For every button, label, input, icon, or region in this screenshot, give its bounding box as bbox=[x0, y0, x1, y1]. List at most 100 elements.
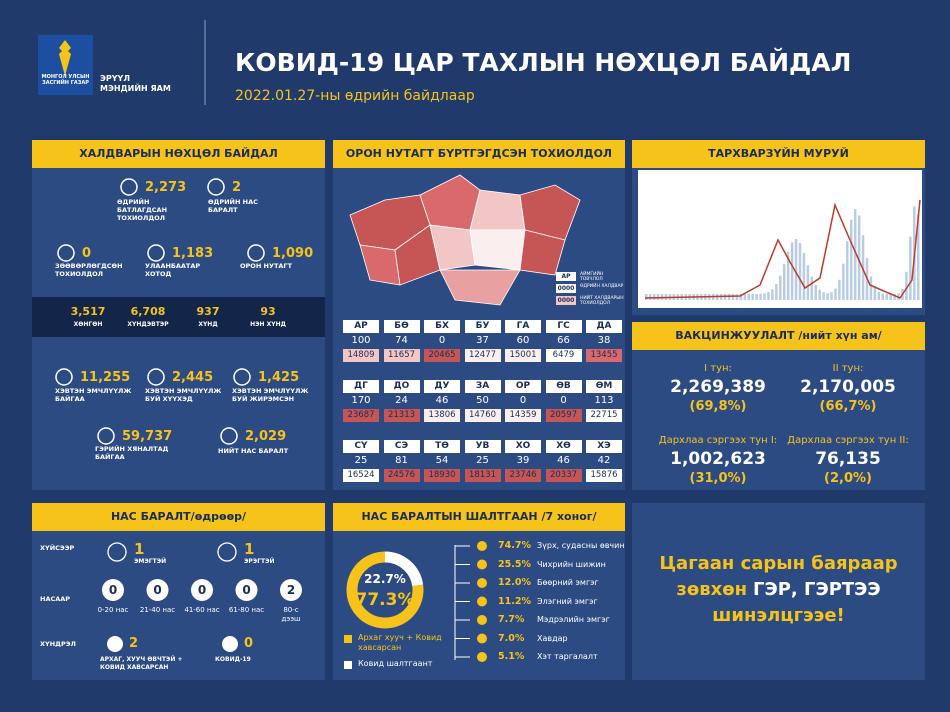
legend-label: ӨДРИЙН ХАЛДВАР bbox=[580, 284, 624, 289]
condition-share: 7.0% bbox=[498, 632, 525, 644]
curve-bar bbox=[739, 293, 743, 300]
message-line: Цагаан сарын баяраар bbox=[632, 553, 925, 574]
donut-label: 77.3% bbox=[355, 590, 415, 610]
region-total: 23746 bbox=[505, 469, 541, 482]
sex-label: ЭМЭГТЭЙ bbox=[134, 558, 167, 565]
curve-bar bbox=[909, 236, 912, 300]
region-daily: 39 bbox=[516, 455, 530, 466]
region-total: 20337 bbox=[545, 469, 582, 482]
curve-bar bbox=[873, 286, 877, 300]
region-code: ГС bbox=[545, 320, 582, 333]
region-total: 13455 bbox=[586, 349, 622, 362]
curve-bar bbox=[849, 219, 853, 300]
region-code: ӨВ bbox=[545, 380, 582, 393]
curve-line bbox=[644, 199, 921, 299]
dose-share: (66,7%) bbox=[819, 399, 877, 414]
region-daily: 66 bbox=[557, 335, 570, 346]
condition-name: Мэдрэлийн эмгэг bbox=[537, 615, 610, 624]
legend-swatch bbox=[344, 661, 352, 669]
region-total: 14359 bbox=[505, 409, 541, 422]
dose-label: Дархлаа сэргээх тун I: bbox=[658, 435, 778, 446]
region-daily: 113 bbox=[594, 395, 614, 406]
map-region bbox=[519, 229, 566, 276]
curve-bar bbox=[794, 239, 798, 300]
legend-label: АЙМГИЙН ТОВЧЛОЛ bbox=[580, 272, 604, 282]
region-code: ДГ bbox=[343, 380, 379, 393]
title: КОВИД-19 ЦАР ТАХЛЫН НӨХЦӨЛ БАЙДАЛ bbox=[235, 48, 852, 77]
region-total: 15876 bbox=[586, 469, 622, 482]
condition-name: Зүрх, судасны өвчин bbox=[537, 541, 625, 550]
severity-label: ХӨНГӨН bbox=[73, 321, 103, 328]
curve-bar bbox=[917, 214, 920, 300]
stat-value: 2 bbox=[232, 180, 242, 195]
curve-bar bbox=[775, 284, 778, 300]
curve-bar bbox=[763, 293, 766, 300]
curve-bar bbox=[853, 209, 857, 300]
stat-icon bbox=[57, 244, 75, 262]
person-icon bbox=[217, 542, 237, 562]
message-line: зөвхөн ГЭР, ГЭРТЭЭ bbox=[632, 579, 925, 600]
age-label: 41-60 нас bbox=[184, 606, 220, 614]
stat-icon bbox=[233, 368, 251, 386]
region-daily: 24 bbox=[395, 395, 408, 406]
emblem bbox=[59, 40, 71, 76]
curve-bar bbox=[857, 215, 861, 300]
region-total: 11657 bbox=[383, 349, 420, 362]
stat-value: 2,029 bbox=[245, 429, 287, 444]
stat-value: 0 bbox=[82, 246, 92, 261]
condition-share: 5.1% bbox=[498, 651, 525, 662]
organ-icon bbox=[477, 559, 487, 570]
dose-label: Дархлаа сэргээх тун II: bbox=[787, 435, 909, 446]
legend-sample: АР bbox=[556, 272, 576, 281]
dose-share: (69,8%) bbox=[689, 399, 747, 414]
stat-value: 2,273 bbox=[145, 180, 187, 195]
region-code: ДУ bbox=[424, 380, 460, 393]
region-code: БӨ bbox=[383, 320, 420, 333]
legend-label: Архаг хууч + Ковид хавсарсан bbox=[358, 633, 442, 652]
sex-value: 1 bbox=[244, 540, 255, 558]
region-total: 22715 bbox=[586, 409, 622, 422]
message-line: шинэлцгээе! bbox=[632, 605, 925, 626]
map-region bbox=[419, 174, 481, 231]
donut-label: 22.7% bbox=[364, 572, 406, 586]
curve-bar bbox=[885, 293, 888, 300]
region-code: СЭ bbox=[383, 440, 420, 453]
dose-label: I тун: bbox=[704, 363, 732, 374]
severity-strip bbox=[32, 297, 325, 337]
stat-icon bbox=[147, 368, 165, 386]
region-code: ХӨ bbox=[545, 440, 582, 453]
legend-swatch bbox=[344, 635, 352, 643]
region-total: 18131 bbox=[464, 469, 501, 482]
region-daily: 0 bbox=[438, 335, 446, 346]
age-value: 0 bbox=[242, 583, 251, 597]
curve-bar bbox=[755, 293, 758, 300]
region-total: 23687 bbox=[343, 409, 379, 422]
curve-bar bbox=[779, 275, 782, 300]
stat-label: ХЭВТЭН ЭМЧЛҮҮЛЖ БУЙ ЖИРЭМСЭН bbox=[232, 387, 309, 403]
stat-icon bbox=[147, 244, 165, 262]
age-label: 0-20 нас bbox=[97, 606, 129, 614]
condition-share: 74.7% bbox=[498, 540, 531, 551]
curve-bar bbox=[751, 293, 754, 300]
stat-icon bbox=[120, 178, 138, 196]
region-code: БХ bbox=[424, 320, 460, 333]
region-daily: 25 bbox=[354, 455, 368, 466]
organ-icon bbox=[477, 541, 487, 551]
curve-bar bbox=[826, 293, 829, 300]
region-total: 20465 bbox=[424, 349, 460, 362]
curve-bar bbox=[889, 293, 892, 300]
map-region bbox=[469, 189, 526, 231]
section-title: ВАКЦИНЖУУЛАЛТ /нийт хүн ам/ bbox=[632, 322, 925, 350]
region-daily: 46 bbox=[435, 395, 449, 406]
region-daily: 25 bbox=[476, 455, 489, 466]
region-total: 14809 bbox=[343, 349, 379, 362]
region-total: 16524 bbox=[343, 469, 379, 482]
curve-bar bbox=[743, 293, 747, 300]
stat-icon bbox=[220, 427, 238, 445]
region-total: 14760 bbox=[464, 409, 501, 422]
section-title: НАС БАРАЛТ/өдрөөр/ bbox=[32, 503, 325, 531]
curve-bar bbox=[771, 289, 774, 300]
age-value: 0 bbox=[197, 583, 207, 597]
dose-label: II тун: bbox=[832, 363, 864, 374]
